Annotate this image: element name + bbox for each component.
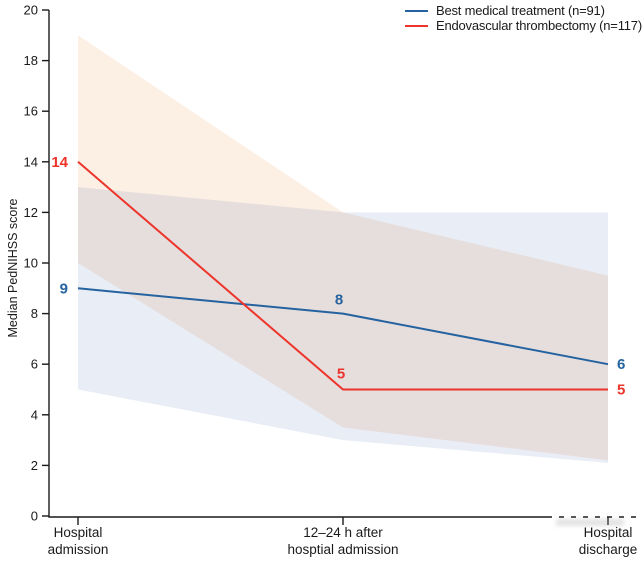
y-axis-title: Median PedNIHSS score [6,198,20,338]
point-label: 8 [335,292,343,309]
point-label: 6 [617,356,625,373]
axis-lines [48,10,642,518]
y-tick-label: 4 [31,407,38,422]
y-tick-label: 2 [31,458,38,473]
legend-line-swatch-blue [405,9,428,12]
point-label: 14 [51,154,68,171]
legend: Best medical treatment (n=91) Endovascul… [405,3,642,33]
y-tick-label: 18 [24,53,38,68]
legend-item-best-medical: Best medical treatment (n=91) [405,3,642,18]
legend-item-thrombectomy: Endovascular thrombectomy (n=117) [405,18,642,33]
legend-label: Endovascular thrombectomy (n=117) [436,18,642,33]
y-tick-label: 6 [31,357,38,372]
y-tick-label: 12 [24,205,38,220]
y-tick-label: 14 [24,154,38,169]
watermark-artifact [556,519,624,526]
y-tick-label: 10 [24,256,38,271]
point-label: 5 [617,382,625,399]
x-tick-label: 12–24 h after hosptial admission [287,525,398,557]
line-best-medical [77,287,609,366]
x-tick-label: Hospital discharge [579,525,638,557]
line-thrombectomy [77,161,608,391]
point-label: 9 [60,280,68,297]
x-tick-label: Hospital admission [48,525,109,557]
y-tick-label: 16 [24,104,38,119]
y-tick-label: 8 [31,306,38,321]
point-label: 5 [337,366,345,383]
band-thrombectomy [78,35,608,461]
y-tick-label: 0 [31,509,38,524]
y-tick-label: 20 [24,3,38,18]
legend-label: Best medical treatment (n=91) [436,3,605,18]
legend-line-swatch-red [405,24,428,27]
